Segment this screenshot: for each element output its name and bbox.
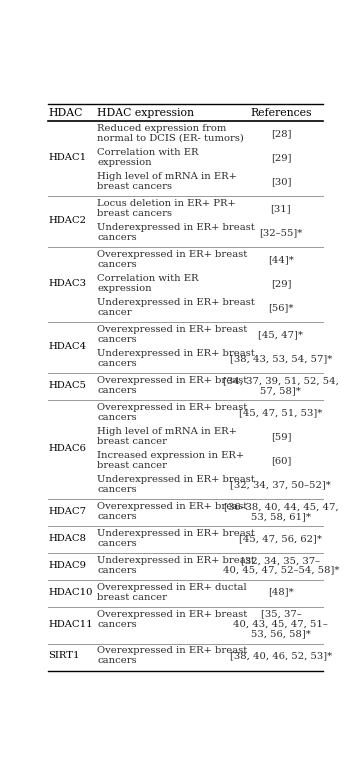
Text: cancers: cancers [97,359,137,368]
Text: [59]: [59] [271,432,291,441]
Text: 40, 43, 45, 47, 51–: 40, 43, 45, 47, 51– [233,619,328,628]
Text: 40, 45, 47, 52–54, 58]*: 40, 45, 47, 52–54, 58]* [223,565,339,575]
Text: [48]*: [48]* [268,587,294,597]
Text: cancers: cancers [97,565,137,575]
Text: High level of mRNA in ER+: High level of mRNA in ER+ [97,172,237,181]
Text: cancers: cancers [97,260,137,269]
Text: expression: expression [97,158,152,167]
Text: cancer: cancer [97,308,132,317]
Text: [44]*: [44]* [268,255,294,264]
Text: expression: expression [97,284,152,293]
Text: cancers: cancers [97,386,137,395]
Text: HDAC expression: HDAC expression [97,107,194,118]
Text: breast cancers: breast cancers [97,209,172,218]
Text: [29]: [29] [271,279,291,288]
Text: HDAC4: HDAC4 [48,342,86,351]
Text: HDAC11: HDAC11 [48,619,93,628]
Text: Overexpressed in ER+ breast: Overexpressed in ER+ breast [97,502,247,511]
Text: cancers: cancers [97,539,137,548]
Text: Correlation with ER: Correlation with ER [97,274,199,283]
Text: Underexpressed in ER+ breast: Underexpressed in ER+ breast [97,529,255,538]
Text: [60]: [60] [271,456,291,465]
Text: Correlation with ER: Correlation with ER [97,148,199,157]
Text: HDAC6: HDAC6 [48,444,86,453]
Text: [28]: [28] [271,129,291,138]
Text: Overexpressed in ER+ breast: Overexpressed in ER+ breast [97,250,247,259]
Text: Overexpressed in ER+ ductal: Overexpressed in ER+ ductal [97,583,247,592]
Text: HDAC5: HDAC5 [48,381,86,390]
Text: [45, 47]*: [45, 47]* [258,330,303,339]
Text: Underexpressed in ER+ breast: Underexpressed in ER+ breast [97,223,255,232]
Text: Locus deletion in ER+ PR+: Locus deletion in ER+ PR+ [97,199,236,208]
Text: [30]: [30] [271,177,291,186]
Text: [29]: [29] [271,153,291,162]
Text: Overexpressed in ER+ breast: Overexpressed in ER+ breast [97,403,247,412]
Text: HDAC8: HDAC8 [48,534,86,543]
Text: HDAC2: HDAC2 [48,216,86,225]
Text: cancers: cancers [97,485,137,494]
Text: [32, 34, 37, 50–52]*: [32, 34, 37, 50–52]* [231,480,331,489]
Text: Overexpressed in ER+ breast: Overexpressed in ER+ breast [97,325,247,334]
Text: SIRT1: SIRT1 [48,652,80,660]
Text: [35, 37–: [35, 37– [261,609,301,618]
Text: normal to DCIS (ER- tumors): normal to DCIS (ER- tumors) [97,134,244,143]
Text: [38, 43, 53, 54, 57]*: [38, 43, 53, 54, 57]* [230,354,332,363]
Text: [34, 37, 39, 51, 52, 54,: [34, 37, 39, 51, 52, 54, [223,376,339,385]
Text: HDAC9: HDAC9 [48,561,86,570]
Text: [45, 47, 51, 53]*: [45, 47, 51, 53]* [239,408,323,417]
Text: HDAC1: HDAC1 [48,153,86,162]
Text: [36–38, 40, 44, 45, 47,: [36–38, 40, 44, 45, 47, [224,502,338,511]
Text: cancers: cancers [97,335,137,344]
Text: Overexpressed in ER+ breast: Overexpressed in ER+ breast [97,609,247,618]
Text: breast cancer: breast cancer [97,593,167,602]
Text: [32–55]*: [32–55]* [259,228,303,237]
Text: cancers: cancers [97,656,137,665]
Text: Reduced expression from: Reduced expression from [97,124,227,133]
Text: breast cancers: breast cancers [97,182,172,191]
Text: References: References [250,107,312,118]
Text: HDAC10: HDAC10 [48,587,93,597]
Text: breast cancer: breast cancer [97,437,167,446]
Text: cancers: cancers [97,233,137,242]
Text: Increased expression in ER+: Increased expression in ER+ [97,451,244,460]
Text: Overexpressed in ER+ breast: Overexpressed in ER+ breast [97,376,247,385]
Text: [32, 34, 35, 37–: [32, 34, 35, 37– [241,556,320,565]
Text: breast cancer: breast cancer [97,461,167,470]
Text: 53, 56, 58]*: 53, 56, 58]* [251,629,311,638]
Text: 53, 58, 61]*: 53, 58, 61]* [251,512,311,521]
Text: cancers: cancers [97,413,137,422]
Text: Underexpressed in ER+ breast: Underexpressed in ER+ breast [97,556,255,565]
Text: [38, 40, 46, 52, 53]*: [38, 40, 46, 52, 53]* [230,652,332,660]
Text: [45, 47, 56, 62]*: [45, 47, 56, 62]* [239,534,323,543]
Text: cancers: cancers [97,512,137,521]
Text: Overexpressed in ER+ breast: Overexpressed in ER+ breast [97,646,247,656]
Text: cancers: cancers [97,619,137,628]
Text: 57, 58]*: 57, 58]* [261,386,301,395]
Text: HDAC: HDAC [48,107,83,118]
Text: HDAC3: HDAC3 [48,279,86,288]
Text: Underexpressed in ER+ breast: Underexpressed in ER+ breast [97,475,255,484]
Text: High level of mRNA in ER+: High level of mRNA in ER+ [97,427,237,436]
Text: Underexpressed in ER+ breast: Underexpressed in ER+ breast [97,349,255,358]
Text: HDAC7: HDAC7 [48,507,86,516]
Text: [56]*: [56]* [268,303,294,312]
Text: Underexpressed in ER+ breast: Underexpressed in ER+ breast [97,298,255,307]
Text: [31]: [31] [271,204,291,213]
